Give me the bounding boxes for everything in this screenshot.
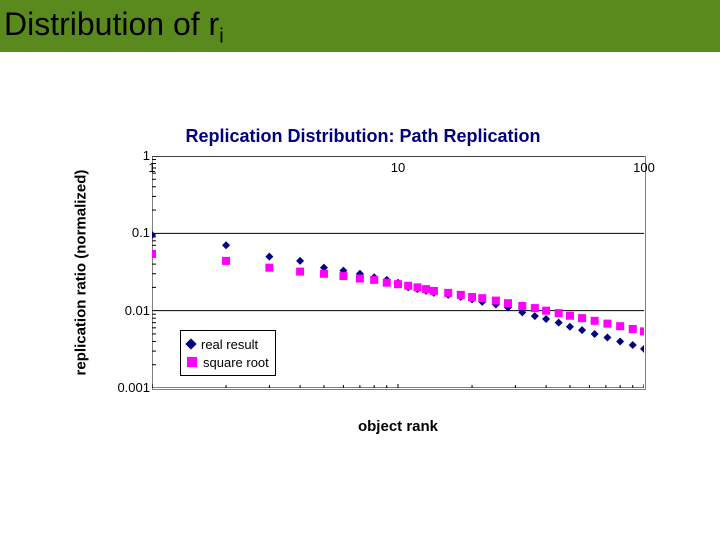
y-axis-label-wrap: replication ratio (normalized) xyxy=(66,156,96,388)
legend: real result square root xyxy=(180,330,276,376)
y-tick-label: 0.1 xyxy=(102,225,150,240)
x-tick-label: 1 xyxy=(132,160,172,175)
x-tick-label: 10 xyxy=(378,160,418,175)
legend-item: real result xyxy=(187,335,269,353)
diamond-icon xyxy=(185,338,196,349)
legend-label: real result xyxy=(201,337,258,352)
legend-label: square root xyxy=(203,355,269,370)
chart-container: Replication Distribution: Path Replicati… xyxy=(72,126,654,446)
y-tick-label: 0.001 xyxy=(102,380,150,395)
y-axis-label: replication ratio (normalized) xyxy=(73,169,90,375)
y-tick-label: 0.01 xyxy=(102,303,150,318)
legend-item: square root xyxy=(187,353,269,371)
square-icon xyxy=(187,357,197,367)
x-axis-label: object rank xyxy=(152,418,644,435)
slide-header: Distribution of ri xyxy=(0,0,720,52)
title-subscript: i xyxy=(219,25,223,47)
x-tick-label: 100 xyxy=(624,160,664,175)
title-text: Distribution of r xyxy=(4,6,219,42)
chart-title: Replication Distribution: Path Replicati… xyxy=(72,126,654,147)
slide-title: Distribution of ri xyxy=(4,6,224,48)
